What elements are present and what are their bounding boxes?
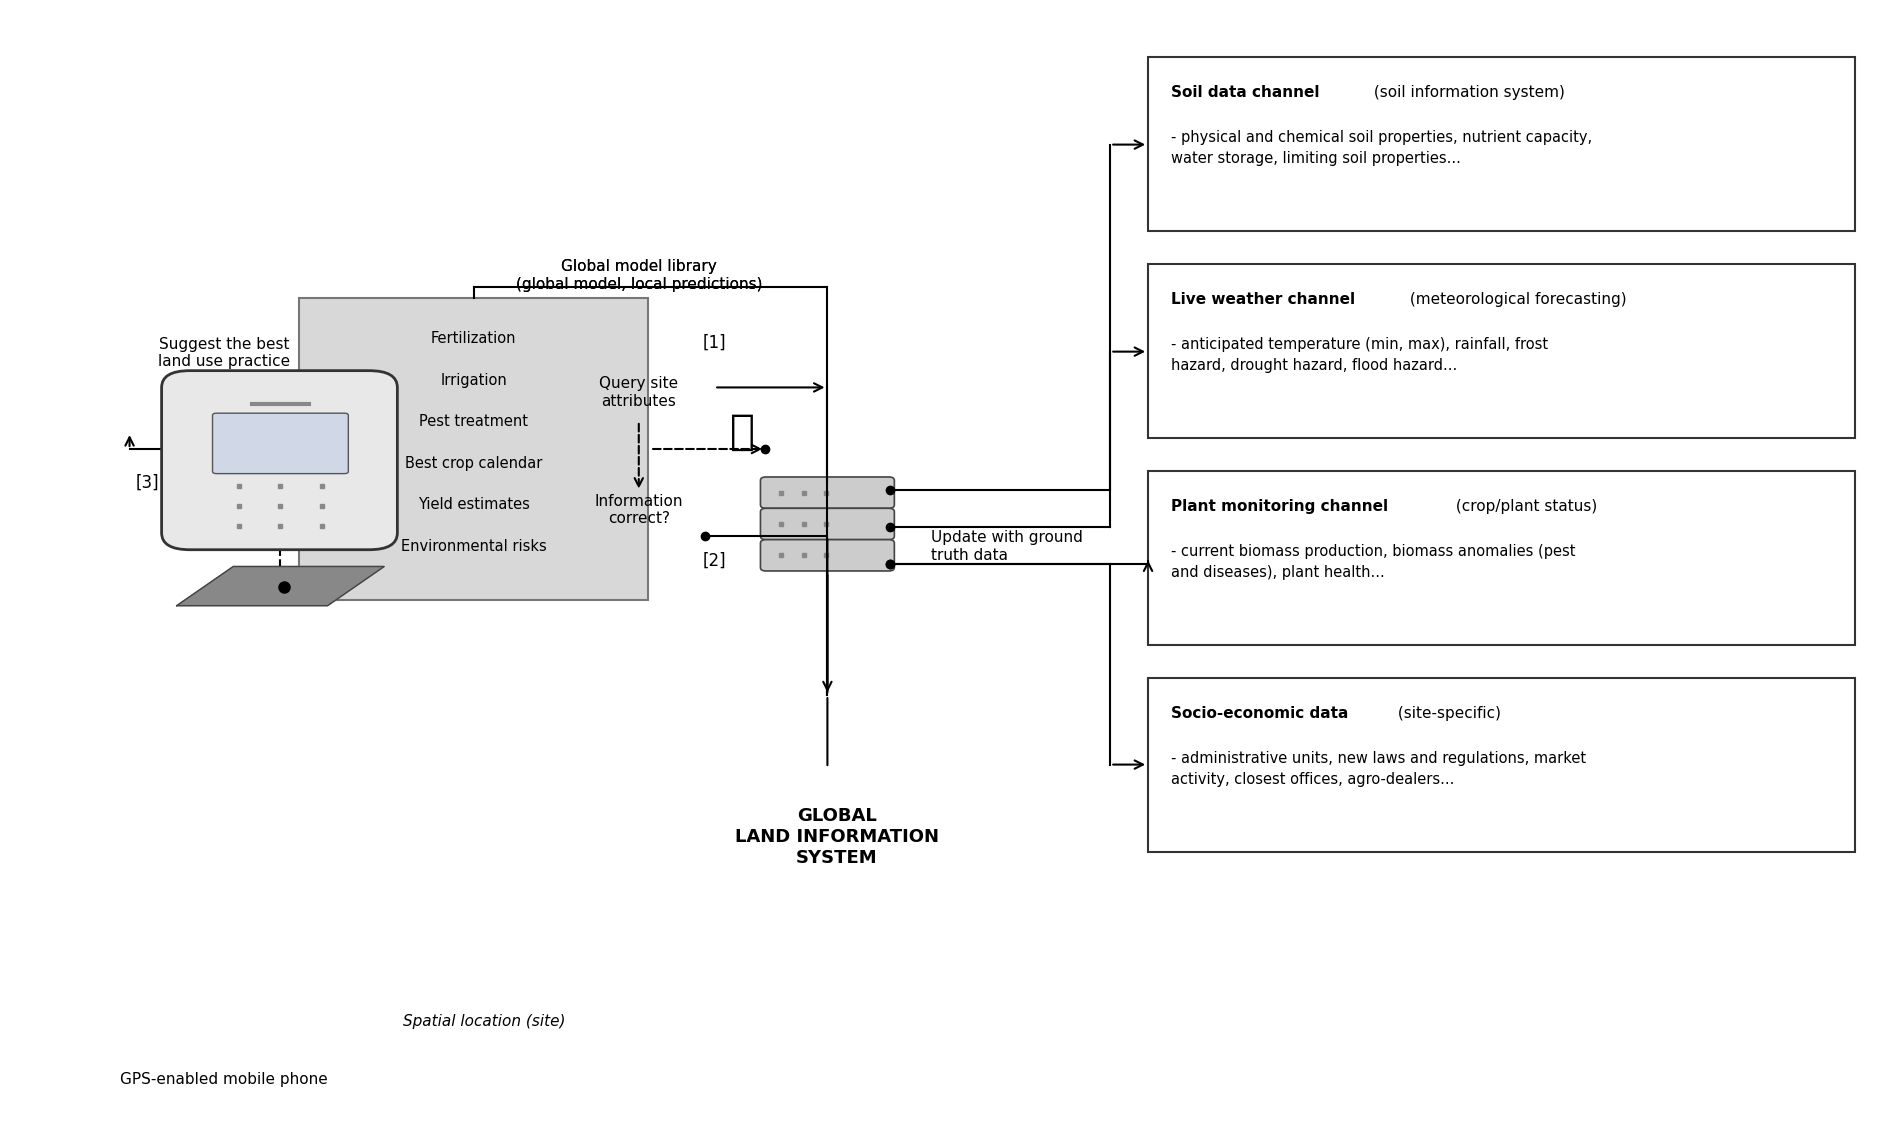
Text: Irrigation: Irrigation [441,373,507,387]
Text: Plant monitoring channel: Plant monitoring channel [1170,500,1387,514]
Text: Yield estimates: Yield estimates [418,497,530,512]
Text: GPS-enabled mobile phone: GPS-enabled mobile phone [120,1072,329,1087]
Text: Update with ground
truth data: Update with ground truth data [931,530,1083,563]
Text: 🌍: 🌍 [730,411,754,453]
Text: Information
correct?: Information correct? [595,494,682,526]
FancyBboxPatch shape [760,539,895,571]
Text: [3]: [3] [135,474,160,492]
Text: (site-specific): (site-specific) [1393,706,1501,722]
Text: Query site
attributes: Query site attributes [598,376,678,409]
FancyBboxPatch shape [1148,471,1854,645]
FancyBboxPatch shape [1148,264,1854,437]
Text: [1]: [1] [703,334,726,351]
Text: Global model library
(global model, local predictions): Global model library (global model, loca… [515,259,762,291]
FancyBboxPatch shape [760,509,895,539]
Text: - physical and chemical soil properties, nutrient capacity,
water storage, limit: - physical and chemical soil properties,… [1170,130,1592,167]
Text: Environmental risks: Environmental risks [401,538,547,554]
Text: Field data: Field data [167,407,260,425]
FancyBboxPatch shape [300,298,648,600]
Text: Socio-economic data: Socio-economic data [1170,706,1347,722]
Text: (crop/plant status): (crop/plant status) [1452,500,1598,514]
FancyBboxPatch shape [213,414,348,474]
Text: - current biomass production, biomass anomalies (pest
and diseases), plant healt: - current biomass production, biomass an… [1170,544,1575,580]
FancyBboxPatch shape [760,477,895,509]
Text: Live weather channel: Live weather channel [1170,292,1355,307]
Text: Best crop calendar: Best crop calendar [405,455,542,470]
FancyBboxPatch shape [162,370,397,550]
Text: - administrative units, new laws and regulations, market
activity, closest offic: - administrative units, new laws and reg… [1170,751,1586,787]
Text: (meteorological forecasting): (meteorological forecasting) [1404,292,1626,307]
Text: Pest treatment: Pest treatment [420,415,528,429]
Text: GLOBAL
LAND INFORMATION
SYSTEM: GLOBAL LAND INFORMATION SYSTEM [735,807,939,867]
FancyBboxPatch shape [1148,679,1854,852]
Text: Soil data channel: Soil data channel [1170,85,1319,101]
Text: [2]: [2] [703,552,726,570]
Text: Suggest the best
land use practice: Suggest the best land use practice [158,338,291,369]
Text: (soil information system): (soil information system) [1370,85,1566,101]
Polygon shape [177,566,384,606]
Text: Global model library
(global model, local predictions): Global model library (global model, loca… [515,259,762,291]
Text: Spatial location (site): Spatial location (site) [403,1014,566,1029]
FancyBboxPatch shape [1148,58,1854,231]
Text: - anticipated temperature (min, max), rainfall, frost
hazard, drought hazard, fl: - anticipated temperature (min, max), ra… [1170,338,1548,373]
Text: Fertilization: Fertilization [431,332,517,347]
